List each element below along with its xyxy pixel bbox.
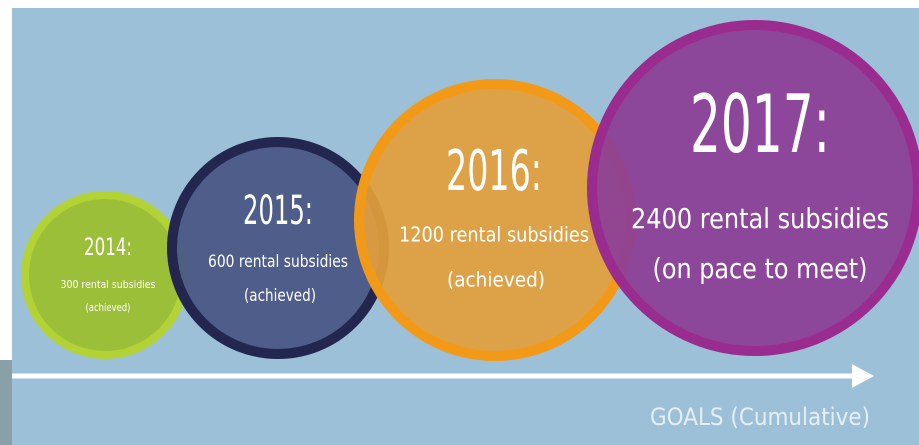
goal-subsidies: 600 rental subsidies [208, 252, 348, 272]
goal-status: (achieved) [86, 301, 131, 314]
goal-status: (achieved) [244, 286, 316, 306]
goal-circle-2017 [587, 20, 919, 356]
goal-year: 2017: [690, 78, 830, 171]
axis-label: GOALS (Cumulative) [650, 403, 870, 431]
goal-circle-2015 [167, 137, 389, 359]
goal-subsidies: 1200 rental subsidies [399, 223, 589, 247]
goal-year: 2016: [446, 139, 542, 204]
goal-circle-2014 [21, 191, 189, 359]
goal-status: (on pace to meet) [653, 252, 868, 285]
goal-subsidies: 2400 rental subsidies [631, 202, 889, 235]
goal-year: 2015: [243, 188, 313, 234]
goal-year: 2014: [84, 233, 132, 261]
arrow-head [852, 364, 874, 388]
left-strip [0, 360, 14, 445]
goal-subsidies: 300 rental subsidies [61, 278, 156, 291]
goal-status: (achieved) [447, 268, 545, 292]
